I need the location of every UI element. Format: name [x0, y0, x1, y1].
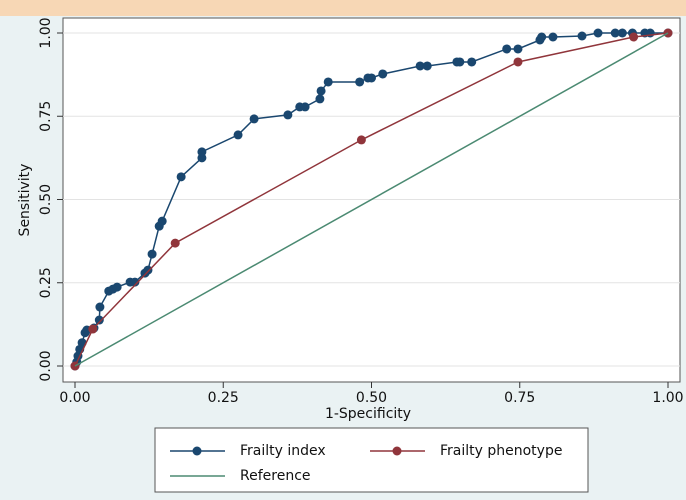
point	[537, 32, 547, 42]
point	[316, 86, 326, 96]
y-tick-label: 0.00	[38, 350, 54, 381]
point	[233, 130, 243, 140]
y-axis-label: Sensitivity	[17, 164, 33, 237]
point	[130, 277, 140, 287]
point	[95, 302, 105, 312]
point	[143, 265, 153, 275]
point	[629, 32, 639, 42]
legend-marker	[392, 446, 402, 456]
x-axis-label: 1-Specificity	[325, 406, 411, 422]
point	[147, 249, 157, 259]
point	[356, 135, 366, 145]
point	[300, 102, 310, 112]
legend-label: Reference	[240, 468, 311, 484]
point	[548, 32, 558, 42]
y-tick-label: 0.25	[38, 267, 54, 298]
point	[617, 28, 627, 38]
point	[197, 147, 207, 157]
series-line	[74, 32, 669, 367]
point	[415, 61, 425, 71]
point	[170, 238, 180, 248]
legend	[154, 427, 589, 493]
legend-marker	[192, 446, 202, 456]
legend-label: Frailty index	[240, 443, 326, 459]
point	[249, 114, 259, 124]
point	[367, 73, 376, 83]
point	[513, 57, 523, 67]
legend-label: Frailty phenotype	[440, 443, 562, 459]
y-tick-label: 0.75	[38, 101, 54, 132]
point	[513, 44, 523, 54]
x-tick-label: 0.25	[208, 390, 239, 406]
x-tick-label: 0.00	[59, 390, 90, 406]
point	[112, 282, 122, 292]
point	[283, 110, 293, 120]
top-band	[0, 0, 686, 16]
x-tick-label: 0.50	[356, 390, 387, 406]
point	[422, 61, 432, 71]
point	[502, 44, 512, 54]
x-tick-label: 1.00	[652, 390, 683, 406]
point	[315, 94, 325, 104]
point	[577, 31, 587, 41]
point	[157, 216, 167, 226]
point	[378, 69, 388, 79]
point	[610, 28, 620, 38]
point	[593, 28, 603, 38]
y-tick-label: 0.50	[38, 184, 54, 215]
point	[94, 315, 104, 325]
point	[355, 77, 365, 87]
point	[467, 57, 477, 67]
point	[455, 57, 465, 67]
point	[88, 324, 98, 334]
point	[176, 172, 186, 182]
x-tick-label: 0.75	[504, 390, 535, 406]
y-tick-label: 1.00	[38, 17, 54, 48]
point	[323, 77, 333, 87]
